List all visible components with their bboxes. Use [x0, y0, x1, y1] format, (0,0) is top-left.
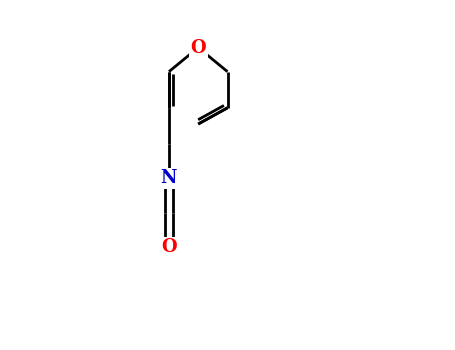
- Text: N: N: [161, 169, 177, 188]
- Text: O: O: [190, 38, 206, 57]
- Text: O: O: [161, 238, 177, 256]
